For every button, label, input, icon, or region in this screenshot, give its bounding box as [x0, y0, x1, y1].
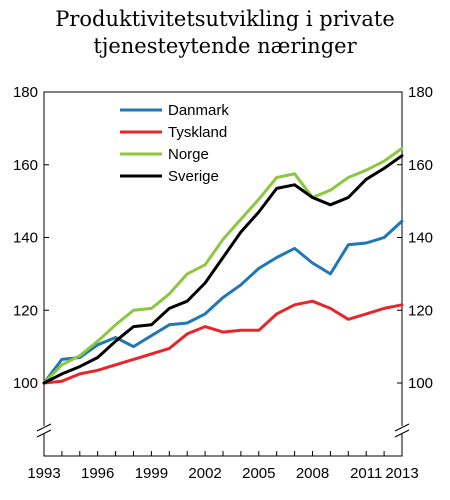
axis-break-gap	[36, 426, 52, 434]
y-tick-label-left: 100	[13, 375, 38, 392]
series-line-tyskland	[42, 299, 404, 385]
chart-title: Produktivitetsutvikling i private tjenes…	[0, 6, 450, 60]
x-tick-label: 2013	[385, 465, 418, 482]
axis-break-gap	[394, 426, 410, 434]
x-tick-label: 1993	[27, 465, 60, 482]
series-layer	[42, 146, 404, 385]
y-tick-label-left: 180	[13, 84, 38, 101]
x-tick-label: 1999	[135, 465, 168, 482]
axis-break-mark	[36, 423, 52, 432]
x-tick-label: 2011	[350, 465, 382, 482]
chart-title-line-2: tjenesteytende næringer	[93, 34, 357, 58]
legend: Danmark Tyskland Norge Sverige	[120, 102, 229, 185]
axis-break-mark	[36, 429, 52, 438]
series-line-danmark	[42, 219, 404, 385]
x-tick-label: 2008	[296, 465, 329, 482]
y-tick-label-left: 140	[13, 230, 38, 247]
chart-title-line-1: Produktivitetsutvikling i private	[55, 7, 395, 31]
legend-label-tyskland: Tyskland	[168, 124, 227, 141]
y-tick-label-right: 120	[408, 302, 433, 319]
axis-break-layer	[36, 423, 410, 438]
x-tick-label: 2002	[188, 465, 221, 482]
axis-break-mark	[394, 429, 410, 438]
x-tick-label: 2005	[242, 465, 275, 482]
y-tick-label-right: 100	[408, 375, 433, 392]
series-line-norge	[42, 146, 404, 385]
x-tick-label: 1996	[81, 465, 114, 482]
ticks-layer: 100 100 120 120 140 140 160 160 180 180 1993 1996 19…	[13, 84, 433, 482]
axis-break-mark	[394, 423, 410, 432]
y-tick-label-right: 180	[408, 84, 433, 101]
series-line-sverige	[42, 154, 404, 385]
y-tick-label-right: 160	[408, 157, 433, 174]
legend-label-norge: Norge	[168, 146, 209, 163]
legend-label-sverige: Sverige	[168, 168, 219, 185]
legend-label-danmark: Danmark	[168, 102, 229, 119]
y-tick-label-left: 120	[13, 302, 38, 319]
plot-frame	[43, 91, 403, 457]
y-tick-label-right: 140	[408, 230, 433, 247]
y-tick-label-left: 160	[13, 157, 38, 174]
